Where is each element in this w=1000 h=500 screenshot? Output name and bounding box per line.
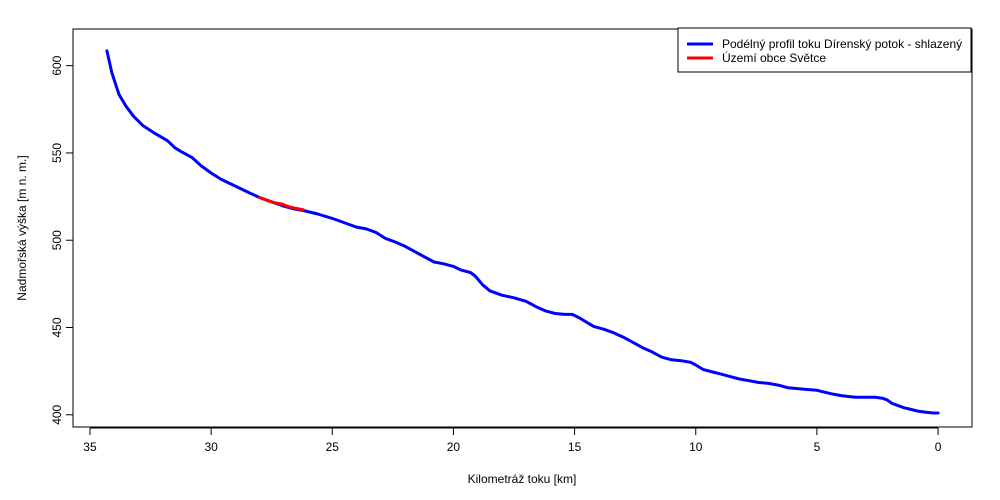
y-axis: 400 450 500 550 600 — [50, 55, 74, 425]
x-axis: 35 30 25 20 15 10 5 0 — [83, 427, 942, 454]
y-tick-label: 600 — [50, 55, 64, 75]
x-tick-label: 30 — [204, 440, 218, 454]
legend-label-1: Území obce Světce — [722, 50, 826, 65]
x-tick-label: 35 — [83, 440, 97, 454]
y-tick-label: 400 — [50, 404, 64, 424]
x-tick-label: 10 — [689, 440, 703, 454]
y-axis-title: Nadmořská výška [m n. m.] — [15, 155, 29, 300]
legend: Podélný profil toku Dírenský potok - shl… — [677, 27, 972, 73]
plot-frame — [72, 28, 973, 428]
y-tick-label: 450 — [50, 317, 64, 337]
series-line-1 — [258, 196, 305, 212]
legend-label-0: Podélný profil toku Dírenský potok - shl… — [722, 37, 962, 51]
x-tick-label: 5 — [814, 440, 821, 454]
x-tick-label: 20 — [447, 440, 461, 454]
series-line-0 — [105, 49, 940, 415]
x-tick-label: 25 — [326, 440, 340, 454]
y-tick-label: 550 — [50, 143, 64, 163]
legend-box — [677, 27, 972, 73]
series-layer — [105, 49, 940, 415]
y-tick-label: 500 — [50, 230, 64, 250]
x-tick-label: 0 — [935, 440, 942, 454]
x-tick-label: 15 — [568, 440, 582, 454]
x-axis-title: Kilometráž toku [km] — [468, 472, 577, 486]
